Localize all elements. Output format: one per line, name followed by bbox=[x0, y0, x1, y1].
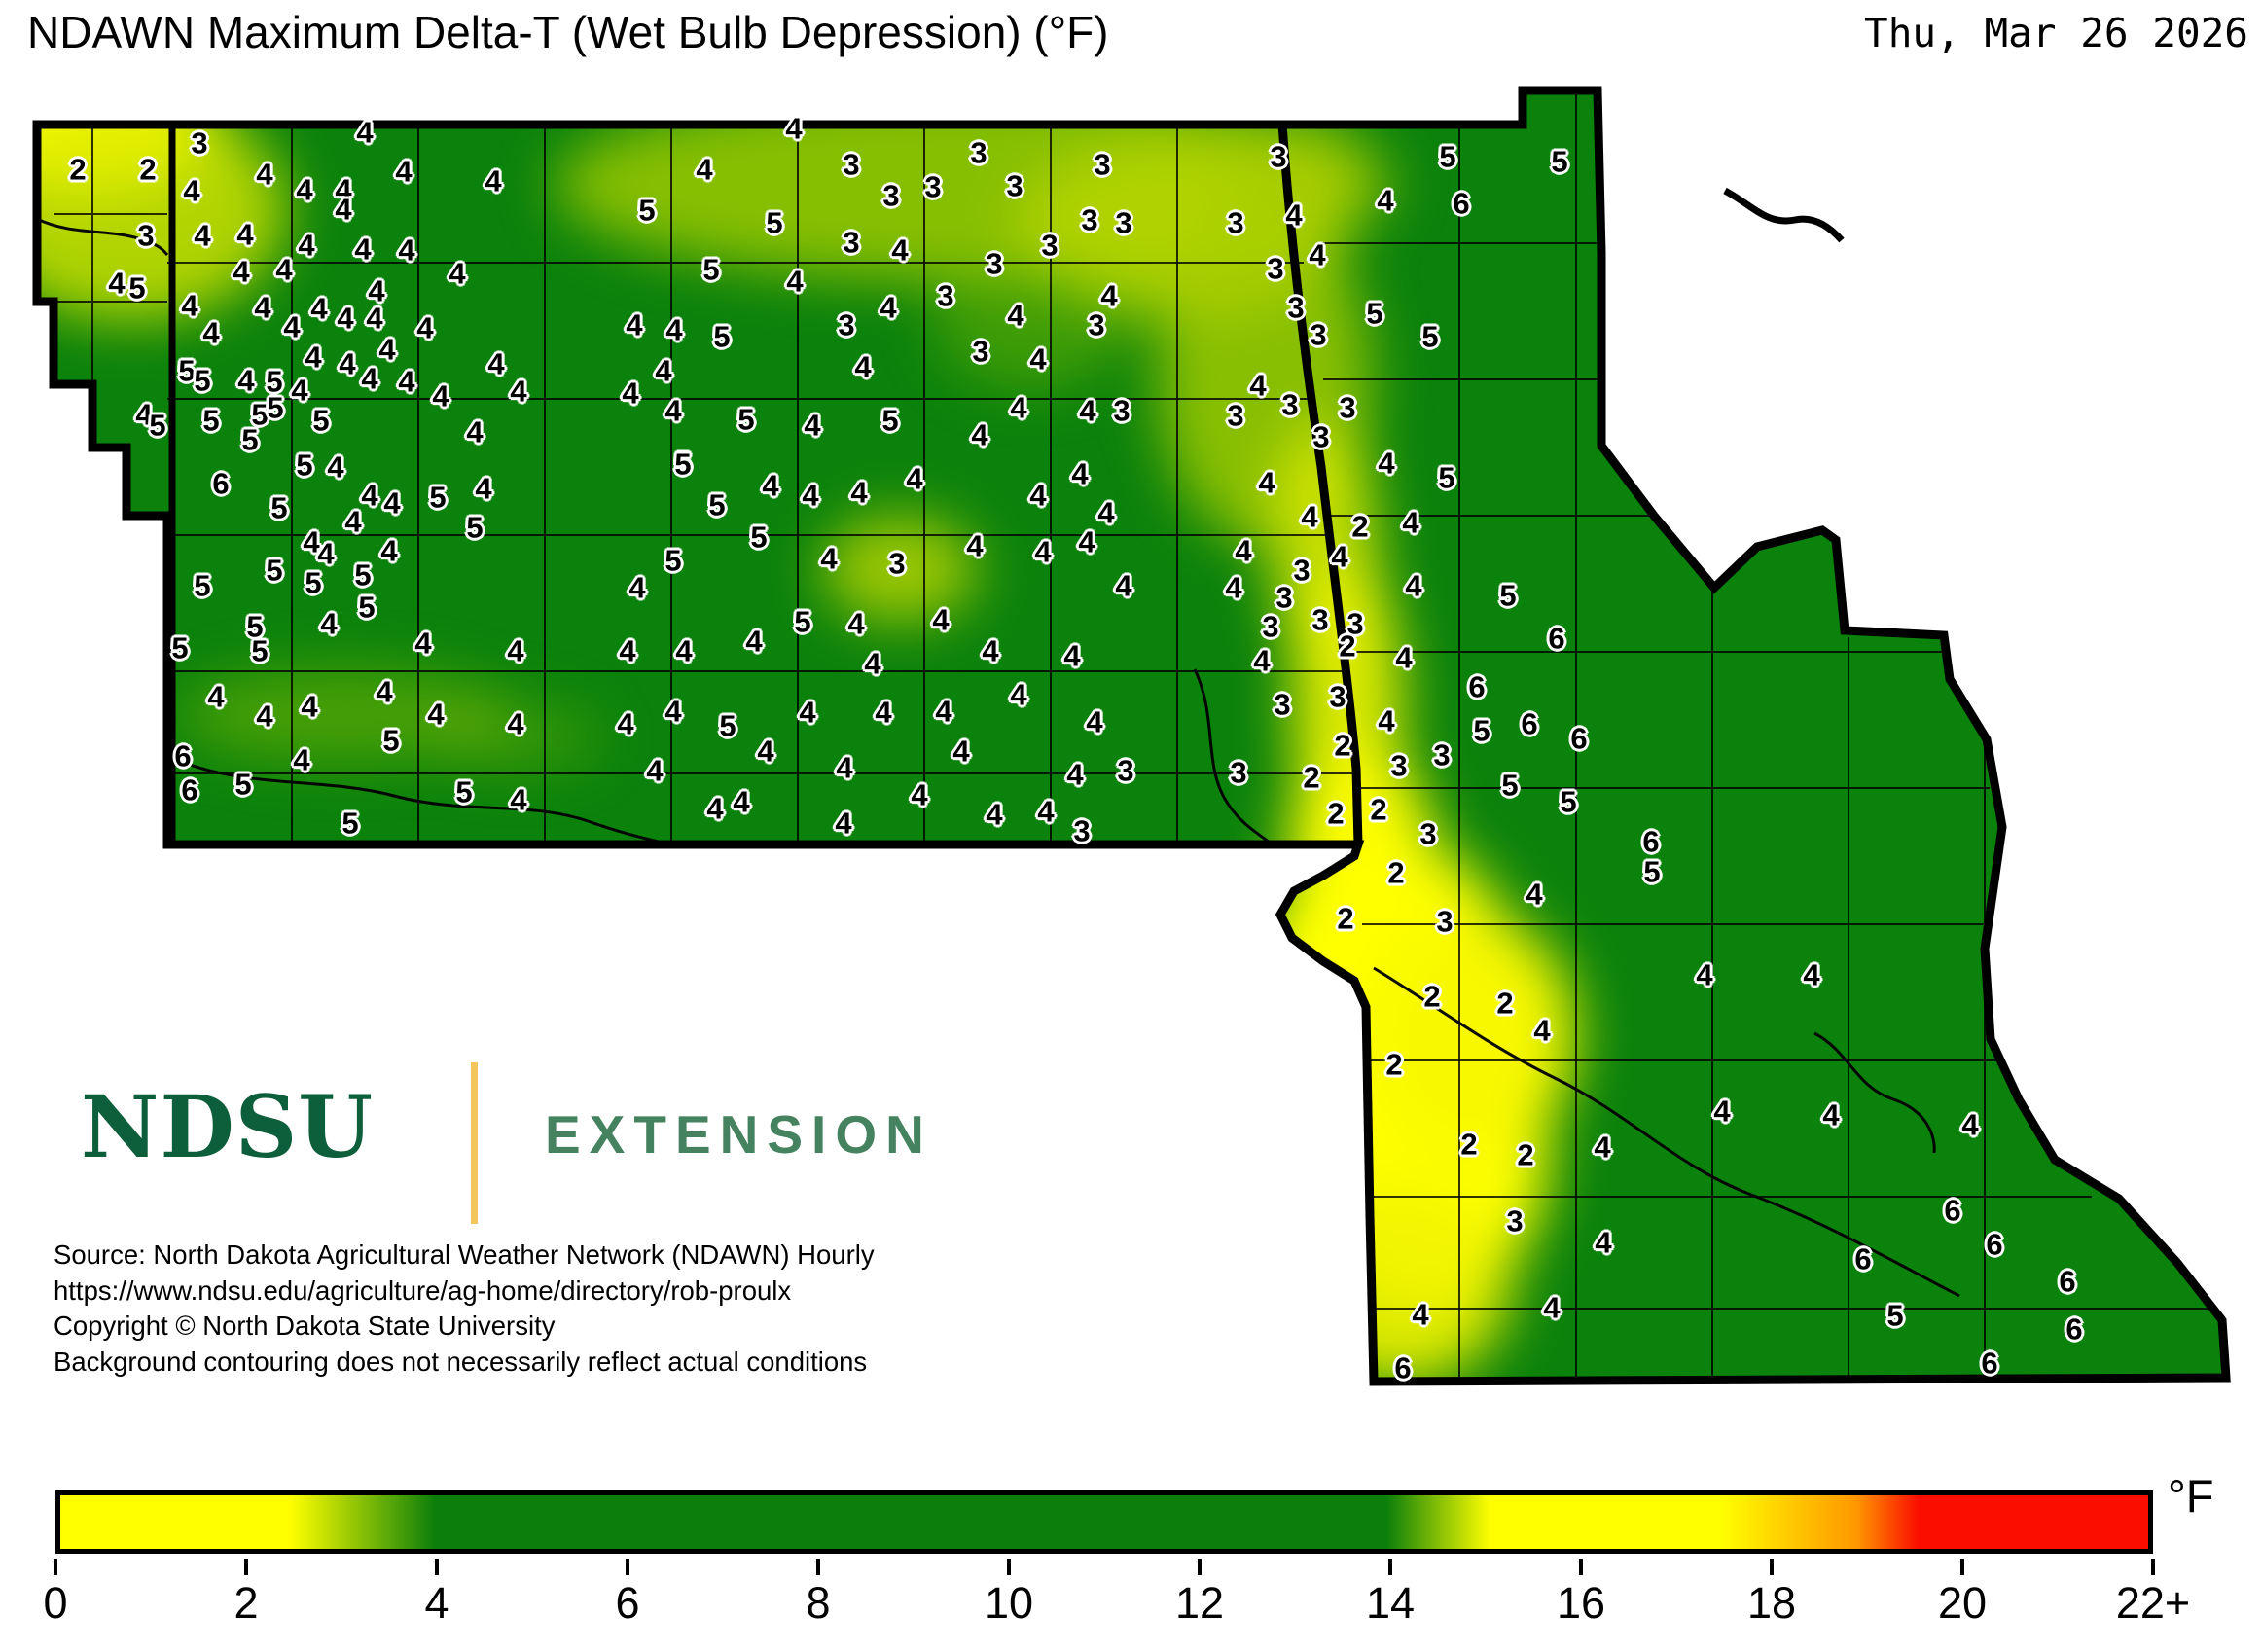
disclaimer-line: Background contouring does not necessari… bbox=[54, 1346, 868, 1377]
colorbar-tick bbox=[435, 1559, 439, 1575]
colorbar-ticks: 0 2 4 6 8 10 12 14 16 18 20 22+ bbox=[43, 1559, 2190, 1652]
county-boundaries bbox=[37, 90, 2208, 1382]
colorbar-tick bbox=[244, 1559, 248, 1575]
map-base-region bbox=[37, 90, 2226, 1382]
colorbar-tick-label: 14 bbox=[1365, 1578, 1416, 1628]
source-block: Source: North Dakota Agricultural Weathe… bbox=[54, 1238, 875, 1380]
colorbar-tick bbox=[1960, 1559, 1964, 1575]
colorbar-tick-label: 22+ bbox=[2115, 1578, 2191, 1628]
colorbar-tick bbox=[1770, 1559, 1774, 1575]
map-outline bbox=[32, 86, 2231, 1386]
border-fragment bbox=[1723, 187, 1845, 243]
river-lines bbox=[37, 217, 1960, 1298]
colorbar-tick-label: 2 bbox=[233, 1578, 259, 1628]
colorbar bbox=[55, 1490, 2153, 1554]
source-line: Source: North Dakota Agricultural Weathe… bbox=[54, 1239, 875, 1270]
colorbar-tick bbox=[1579, 1559, 1583, 1575]
colorbar-tick-label: 4 bbox=[424, 1578, 449, 1628]
ndsu-logo-text: NDSU bbox=[81, 1076, 375, 1177]
page-title: NDAWN Maximum Delta-T (Wet Bulb Depressi… bbox=[27, 7, 1109, 57]
copyright-line: Copyright © North Dakota State Universit… bbox=[54, 1311, 556, 1341]
colorbar-tick-label: 8 bbox=[806, 1578, 831, 1628]
colorbar-tick bbox=[2151, 1559, 2155, 1575]
colorbar-tick-label: 12 bbox=[1174, 1578, 1225, 1628]
colorbar-tick bbox=[1198, 1559, 1202, 1575]
colorbar-unit-label: °F bbox=[2168, 1470, 2214, 1522]
source-url: https://www.ndsu.edu/agriculture/ag-home… bbox=[54, 1275, 792, 1306]
red-river-border bbox=[1277, 124, 1363, 845]
colorbar-tick bbox=[1007, 1559, 1011, 1575]
colorbar-tick-label: 20 bbox=[1937, 1578, 1988, 1628]
colorbar-tick bbox=[54, 1559, 57, 1575]
colorbar-tick-label: 16 bbox=[1556, 1578, 1606, 1628]
extension-logo-text: EXTENSION bbox=[545, 1104, 933, 1165]
colorbar-gradient bbox=[60, 1495, 2148, 1549]
colorbar-tick bbox=[626, 1559, 629, 1575]
colorbar-tick-label: 6 bbox=[615, 1578, 640, 1628]
page-date: Thu, Mar 26 2026 bbox=[1864, 10, 2248, 56]
colorbar-tick-label: 18 bbox=[1746, 1578, 1797, 1628]
logo-divider-bar bbox=[471, 1062, 478, 1224]
colorbar-tick-label: 10 bbox=[984, 1578, 1034, 1628]
colorbar-tick bbox=[816, 1559, 820, 1575]
colorbar-tick-label: 0 bbox=[43, 1578, 68, 1628]
colorbar-tick bbox=[1388, 1559, 1392, 1575]
